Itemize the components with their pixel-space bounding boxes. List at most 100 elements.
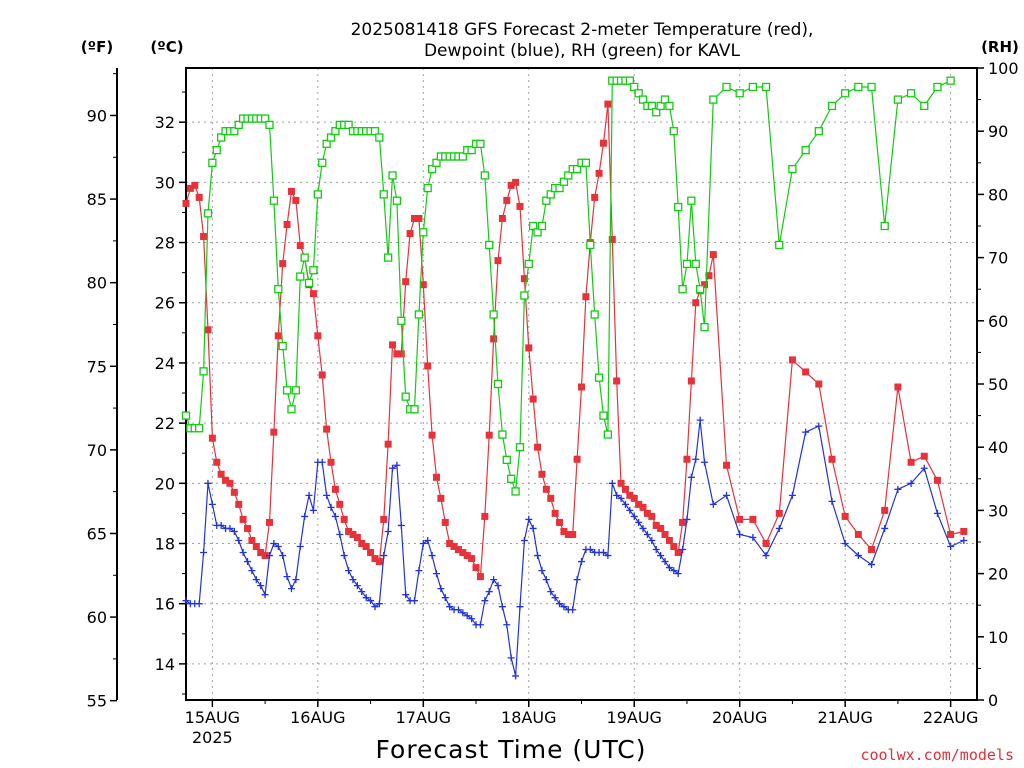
dewpoint-point — [402, 591, 410, 599]
rh-point — [427, 164, 437, 174]
temperature-point — [920, 452, 928, 460]
dewpoint-point — [736, 530, 744, 538]
dewpoint-point — [551, 594, 559, 602]
temperature-point — [230, 488, 238, 496]
rh-point — [423, 183, 432, 193]
dewpoint-point — [481, 597, 489, 605]
dewpoint-point — [309, 506, 317, 514]
temperature-point — [538, 470, 546, 478]
rh-tick-label: 50 — [988, 375, 1008, 394]
rh-point — [291, 386, 301, 395]
rh-tick-label: 70 — [988, 249, 1008, 268]
temperature-point — [226, 479, 234, 487]
dewpoint-point — [327, 503, 335, 511]
dewpoint-point — [815, 422, 823, 430]
rh-point — [282, 386, 292, 395]
rh-point — [379, 190, 388, 199]
rh-point — [498, 430, 507, 439]
dewpoint-point — [639, 524, 647, 532]
temperature-point — [595, 169, 603, 177]
temperature-point — [560, 527, 568, 535]
temperature-point — [626, 491, 634, 499]
temperature-point — [208, 434, 216, 442]
dewpoint-point — [635, 518, 643, 526]
temperature-point — [683, 455, 691, 463]
temperature-point — [736, 515, 744, 523]
temperature-point — [314, 332, 322, 340]
rh-point — [326, 133, 336, 142]
temperature-point — [608, 236, 616, 244]
rh-point — [480, 171, 489, 180]
dewpoint-point — [569, 606, 577, 614]
x-tick-label: 20AUG — [712, 708, 767, 727]
dewpoint-point — [446, 603, 454, 611]
x-tick-label: 16AUG — [290, 708, 345, 727]
temperature-point — [643, 509, 651, 517]
temperature-point — [389, 341, 397, 349]
dewpoint-point — [375, 600, 383, 608]
temperature-point — [556, 518, 564, 526]
temperature-point — [446, 540, 454, 548]
temperature-point — [542, 485, 550, 493]
temperature-point — [679, 518, 687, 526]
rh-point — [630, 82, 639, 92]
temperature-point — [287, 187, 295, 195]
rh-point — [269, 196, 279, 205]
dewpoint-point — [384, 527, 392, 535]
temperature-point — [402, 278, 410, 286]
rh-point — [893, 95, 903, 104]
rh-point — [788, 164, 797, 174]
temperature-point — [788, 356, 796, 364]
temperature-point — [270, 428, 278, 436]
rh-point — [586, 240, 595, 250]
rh-point — [722, 82, 731, 92]
temperature-point — [599, 139, 607, 147]
temperature-point — [362, 543, 370, 551]
axes: 14 16 18 20 22 24 26 28 30 32 55 60 65 70 75 80 85 90 0 10 2… — [87, 59, 1019, 747]
dewpoint-point — [182, 597, 190, 605]
rh-point — [696, 285, 705, 294]
temperature-point — [459, 549, 467, 557]
temperature-point — [340, 515, 348, 523]
rh-point — [234, 120, 243, 130]
dewpoint-point — [687, 473, 695, 481]
temperature-point — [428, 431, 436, 439]
rh-point — [634, 89, 643, 98]
temperature-point — [516, 202, 524, 210]
temperature-point — [534, 443, 542, 451]
temperature-point — [261, 552, 269, 560]
celsius-tick-label: 24 — [155, 354, 175, 373]
temperature-point — [947, 530, 955, 538]
dewpoint-point — [208, 500, 216, 508]
temperature-point — [323, 425, 331, 433]
rh-point — [920, 101, 929, 111]
dewpoint-point — [643, 530, 651, 538]
dewpoint-point — [586, 546, 594, 554]
dewpoint-point — [556, 600, 564, 608]
rh-point — [542, 196, 551, 205]
rh-point — [656, 101, 665, 111]
temperature-point — [424, 362, 432, 370]
dewpoint-point — [788, 491, 796, 499]
rh-point — [559, 177, 569, 186]
rh-point — [493, 379, 503, 389]
temperature-point — [723, 461, 731, 469]
dewpoint-point — [340, 552, 348, 560]
temperature-point — [265, 518, 273, 526]
dewpoint-point — [670, 567, 678, 575]
temperature-point — [248, 536, 256, 544]
temperature-point — [472, 564, 480, 572]
temperature-point — [775, 509, 783, 517]
temperature-point — [182, 199, 190, 207]
dewpoint-point — [520, 536, 528, 544]
dewpoint-point — [578, 558, 585, 566]
rh-point — [515, 443, 525, 452]
temperature-point — [635, 500, 643, 508]
temperature-point — [591, 193, 599, 201]
temperature-point — [450, 543, 458, 551]
celsius-tick-label: 18 — [155, 535, 175, 554]
rh-point — [533, 228, 542, 237]
rh-point — [458, 152, 468, 161]
fahrenheit-tick-label: 85 — [87, 190, 107, 209]
dewpoint-point — [476, 621, 484, 629]
